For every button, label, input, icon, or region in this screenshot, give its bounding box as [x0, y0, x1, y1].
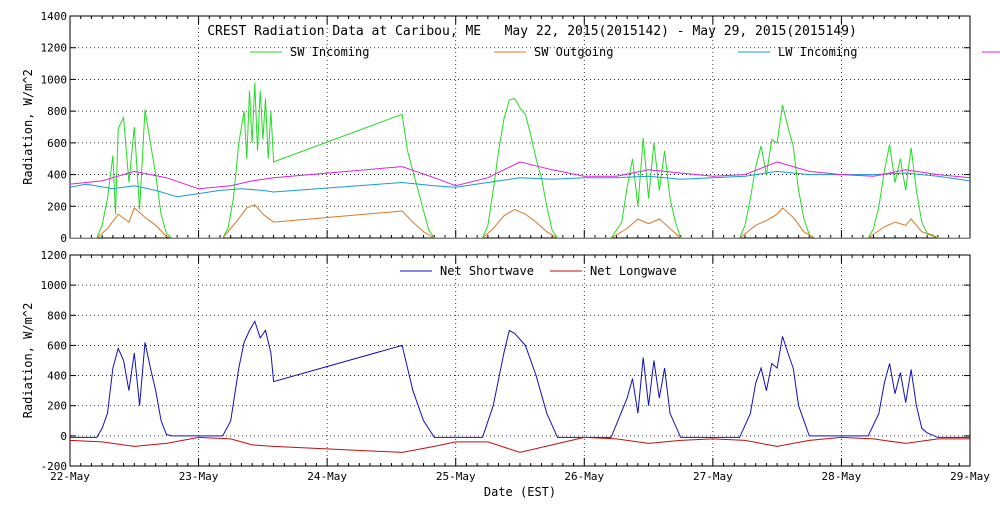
y-tick-label: 800	[47, 105, 67, 118]
series-line-net-longwave	[70, 436, 970, 453]
y-tick-label: 800	[47, 309, 67, 322]
chart-panel-1: 0 200 400 600 800 1000 1200 1400 Radiation, W/m^…	[21, 10, 1000, 245]
y-tick-label: 0	[60, 232, 67, 245]
legend-entry: LW Incoming	[778, 45, 857, 59]
series-line-sw-incoming	[70, 82, 970, 238]
y-tick-label: 1400	[41, 10, 68, 23]
y-tick-label: 200	[47, 200, 67, 213]
legend-entry: SW Incoming	[290, 45, 369, 59]
y-tick-label: 400	[47, 370, 67, 383]
plot-frame	[69, 254, 971, 467]
x-tick-label: 26-May	[564, 470, 604, 483]
y-tick-label: 1200	[41, 249, 68, 262]
x-tick-label: 22-May	[50, 470, 90, 483]
y-tick-label: 200	[47, 400, 67, 413]
series-line-net-shortwave	[70, 320, 970, 438]
y-tick-label: 1000	[41, 73, 68, 86]
legend-entry: Net Shortwave	[440, 264, 534, 278]
x-tick-label: 25-May	[436, 470, 476, 483]
y-tick-label: 400	[47, 169, 67, 182]
chart-title: CREST Radiation Data at Caribou, ME May …	[207, 24, 857, 39]
x-tick-label: 28-May	[822, 470, 862, 483]
y-axis-label: Radiation, W/m^2	[21, 69, 35, 185]
legend-entry: SW Outgoing	[534, 45, 613, 59]
y-axis-label: Radiation, W/m^2	[21, 303, 35, 419]
series-line-lw-outgoing	[70, 161, 970, 190]
x-axis-label: Date (EST)	[484, 485, 556, 499]
x-tick-label: 23-May	[179, 470, 219, 483]
chart-panel-2: -200 0 200 400 600 800 1000 1200 22-May 23-May 24-…	[21, 249, 990, 499]
series-line-sw-outgoing	[70, 204, 970, 238]
legend-entry: Net Longwave	[590, 264, 677, 278]
y-tick-label: 600	[47, 339, 67, 352]
y-tick-label: -200	[41, 460, 68, 473]
y-tick-label: 0	[60, 430, 67, 443]
x-tick-label: 27-May	[693, 470, 733, 483]
y-tick-label: 1200	[41, 42, 68, 55]
series-line-lw-incoming	[70, 170, 970, 198]
x-tick-label: 24-May	[307, 470, 347, 483]
y-tick-label: 1000	[41, 279, 68, 292]
y-tick-label: 600	[47, 137, 67, 150]
x-tick-label: 29-May	[950, 470, 990, 483]
